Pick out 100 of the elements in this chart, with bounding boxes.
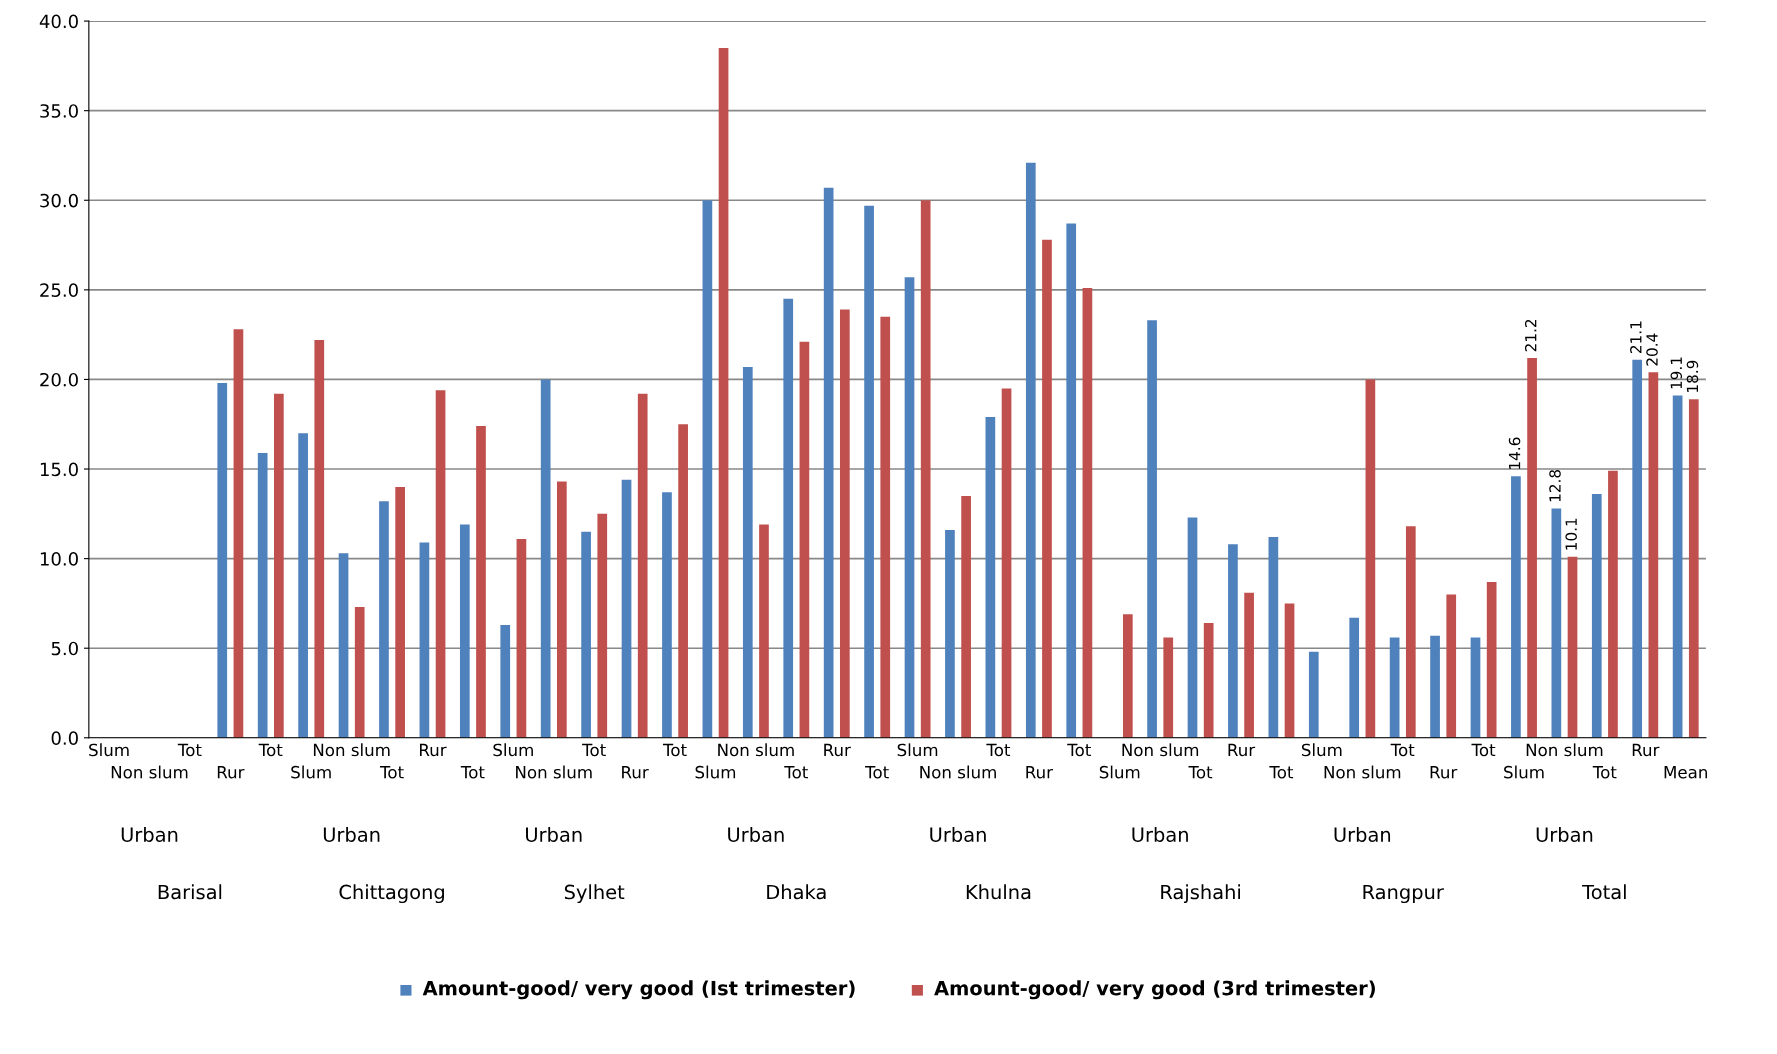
text: Total: [1582, 884, 1626, 900]
y-tick-label: 20.0: [40, 372, 78, 387]
bar: [1430, 635, 1440, 738]
x-tick-label: Non slum: [516, 765, 592, 779]
bar: [540, 379, 551, 738]
legend-label: Amount-good/ very good (Ist trimester): [422, 980, 855, 1000]
bar: [459, 524, 470, 738]
bar: [1203, 623, 1214, 738]
bar: [1486, 581, 1497, 738]
data-label: 19.1: [1670, 357, 1683, 389]
x-tick-label: Tot: [865, 766, 889, 779]
bar: [783, 298, 794, 738]
text: Dhaka: [767, 884, 826, 900]
x-tick-label: Rur: [1632, 743, 1660, 757]
data-label: 14.6: [1508, 437, 1521, 469]
bar: [419, 542, 430, 738]
bar: [823, 187, 834, 738]
x-tick-label: Tot: [379, 766, 404, 779]
x-tick-label: Slum: [291, 765, 331, 779]
bar: [354, 607, 365, 738]
data-label: 20.4: [1646, 333, 1658, 366]
text: Chittagong: [339, 884, 444, 904]
y-tick-label: 35.0: [40, 104, 78, 118]
x-tick-label: Slum: [1301, 743, 1342, 757]
x-tick-label: Slum: [493, 743, 533, 757]
x-tick-label: Rur: [1430, 766, 1458, 779]
x-tick-label: Rur: [1026, 766, 1053, 779]
text: Khulna: [966, 884, 1031, 900]
bar: [500, 624, 511, 738]
data-label: 21.2: [1524, 319, 1537, 352]
x-tick-label: Mean: [1664, 766, 1707, 779]
bar: [1672, 395, 1683, 738]
bar: [1632, 359, 1643, 738]
text: Rangpur: [1363, 884, 1444, 904]
x-tick-label: Non slum: [718, 743, 794, 757]
bar: [1648, 372, 1659, 738]
bar: [1268, 537, 1279, 738]
text: Urban: [1132, 826, 1188, 842]
bar: [920, 200, 931, 738]
x-tick-label: Tot: [258, 743, 283, 757]
x-tick-label: Tot: [177, 743, 202, 757]
bar: [961, 495, 971, 738]
x-tick-label: Non slum: [1122, 743, 1199, 757]
text: Urban: [1536, 826, 1593, 842]
bar: [1147, 320, 1157, 738]
bar: [217, 383, 228, 738]
bar: [1567, 556, 1578, 738]
text: Urban: [930, 826, 986, 842]
bar: [581, 531, 591, 738]
x-tick-label: Tot: [986, 743, 1011, 757]
bar: [637, 393, 648, 738]
y-tick-label: 25.0: [40, 283, 78, 297]
x-tick-label: Tot: [460, 766, 485, 779]
bar: [556, 481, 567, 738]
bar: [1405, 526, 1416, 738]
y-tick-label: 30.0: [40, 193, 78, 208]
bar: [1389, 637, 1400, 738]
data-label: 12.8: [1549, 469, 1561, 502]
x-tick-label: Tot: [1471, 743, 1496, 757]
bar: [880, 316, 891, 738]
bar: [1349, 617, 1360, 738]
x-tick-label: Slum: [1504, 765, 1544, 779]
x-tick-label: Tot: [784, 766, 808, 779]
x-tick-label: Tot: [662, 743, 687, 757]
bar: [435, 390, 446, 738]
bar: [1511, 476, 1521, 738]
bar: [1446, 594, 1457, 738]
text: Urban: [1334, 826, 1391, 842]
x-tick-label: Slum: [897, 743, 938, 757]
x-tick-label: Non slum: [1526, 743, 1603, 757]
bar: [476, 426, 486, 738]
x-tick-label: Non slum: [313, 743, 390, 757]
bar: [759, 524, 769, 738]
bar: [516, 538, 527, 738]
bar: [799, 341, 810, 738]
bar: [1187, 517, 1198, 738]
bar: [839, 309, 850, 738]
x-tick-label: Slum: [695, 765, 736, 779]
x-tick-label: Tot: [1067, 743, 1091, 757]
y-tick-label: 40.0: [39, 14, 78, 29]
bar: [1244, 592, 1254, 738]
x-tick-label: Slum: [89, 743, 129, 757]
x-tick-label: Rur: [622, 766, 649, 779]
bar: [1163, 637, 1174, 738]
y-tick-label: 5.0: [51, 641, 78, 656]
y-tick-label: 0.0: [51, 731, 78, 745]
x-tick-label: Tot: [1188, 766, 1213, 779]
bar: [298, 433, 308, 738]
bar: [1066, 223, 1077, 738]
bar: [257, 452, 268, 738]
text: Rajshahi: [1161, 884, 1241, 904]
x-tick-label: Non slum: [920, 765, 996, 779]
bar: [274, 393, 284, 738]
bar: [1228, 544, 1238, 738]
bar: [1527, 357, 1537, 738]
bar: [864, 205, 874, 738]
x-tick-label: Rur: [1228, 743, 1256, 757]
text: Sylhet: [564, 884, 625, 904]
bar: [985, 417, 996, 738]
bar: [338, 553, 349, 738]
